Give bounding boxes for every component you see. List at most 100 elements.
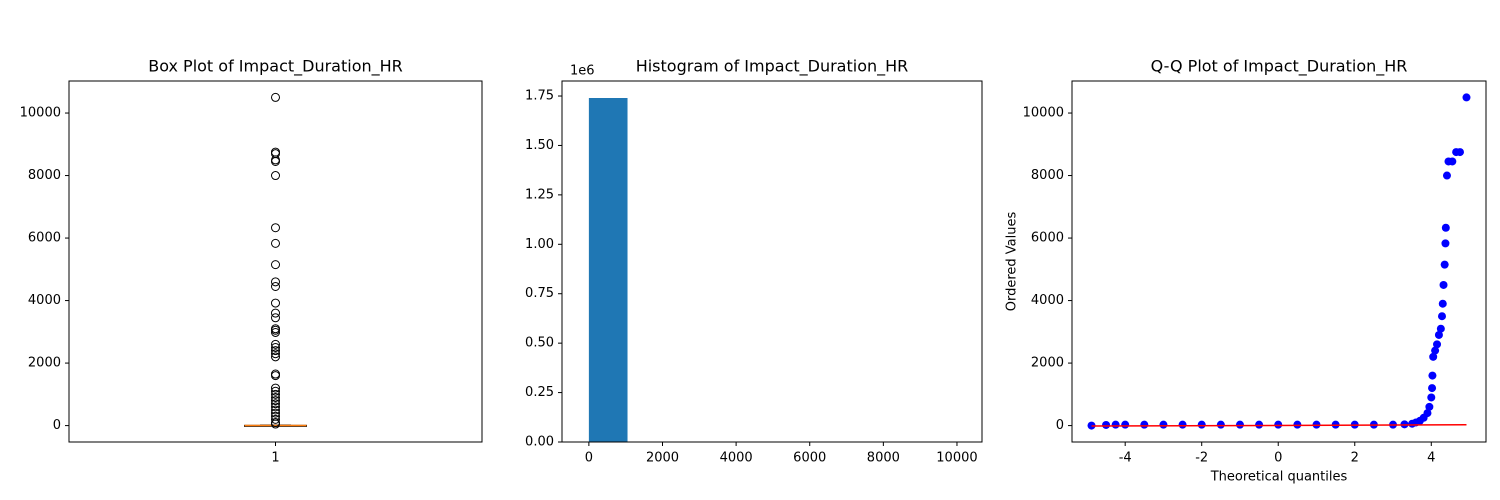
x-tick-label: 2000 [646, 451, 679, 466]
point [1437, 312, 1446, 321]
point [1462, 93, 1471, 102]
y-axis-label: Ordered Values [1005, 212, 1020, 312]
outlier [271, 352, 280, 362]
point [1255, 420, 1264, 429]
y-tick-label: 4000 [1031, 293, 1064, 308]
outlier [271, 339, 280, 349]
x-tick-label: 2 [1351, 451, 1359, 466]
subplot-title: Histogram of Impact_Duration_HR [636, 57, 909, 77]
point [1433, 340, 1442, 349]
y-tick-label: 10000 [20, 106, 61, 121]
point [1441, 239, 1450, 248]
axes-frame [68, 80, 483, 443]
outlier [271, 389, 280, 399]
outlier [271, 223, 280, 233]
x-tick-label: 8000 [867, 451, 900, 466]
y-tick-label: 6000 [28, 231, 61, 246]
y-tick-label: 4000 [28, 293, 61, 308]
outlier [271, 396, 280, 406]
point [1427, 393, 1436, 402]
outlier [271, 308, 280, 318]
outlier [271, 313, 280, 323]
x-tick-label: 6000 [793, 451, 826, 466]
y-tick-label: 0 [1056, 418, 1064, 433]
outlier [271, 392, 280, 402]
outlier [271, 238, 280, 248]
axes-frame [561, 80, 983, 443]
outlier [271, 282, 280, 292]
y-tick-label: 1.00 [525, 237, 554, 252]
y-tick-label: 8000 [28, 168, 61, 183]
point [1197, 420, 1206, 429]
y-tick-label: 1.75 [525, 89, 554, 104]
point [1441, 223, 1450, 232]
outlier [271, 405, 280, 415]
outlier [271, 408, 280, 418]
axes-frame [1071, 80, 1487, 443]
fit-line [1091, 424, 1467, 427]
point [1438, 299, 1447, 308]
point [1140, 420, 1149, 429]
point [1428, 384, 1437, 393]
y-tick-label: 0.50 [525, 336, 554, 351]
point [1111, 420, 1120, 429]
outlier [271, 383, 280, 393]
y-tick-label: 0.25 [525, 385, 554, 400]
outlier [271, 386, 280, 396]
outlier [271, 399, 280, 409]
subplot-title: Box Plot of Impact_Duration_HR [148, 57, 403, 77]
outlier [271, 371, 280, 381]
outlier [271, 414, 280, 424]
outlier [271, 402, 280, 412]
point [1216, 420, 1225, 429]
x-tick-label: 0 [585, 451, 593, 466]
point [1235, 420, 1244, 429]
y-tick-label: 6000 [1031, 231, 1064, 246]
subplot-title: Q-Q Plot of Impact_Duration_HR [1151, 57, 1408, 77]
y-tick-label: 0.75 [525, 286, 554, 301]
outlier [271, 171, 280, 181]
outlier [271, 156, 280, 166]
y-tick-label: 1.25 [525, 187, 554, 202]
x-tick-label: 0 [1274, 451, 1282, 466]
outlier [271, 419, 280, 429]
point [1448, 157, 1457, 166]
point [1434, 330, 1443, 339]
x-tick-label: -2 [1195, 451, 1208, 466]
x-tick-label: 4000 [720, 451, 753, 466]
point [1442, 171, 1451, 180]
y-tick-label: 2000 [28, 356, 61, 371]
point [1121, 420, 1130, 429]
x-tick-label: 10000 [936, 451, 977, 466]
x-tick-label: 1 [271, 451, 279, 466]
point [1440, 260, 1449, 269]
outlier [271, 349, 280, 359]
y-tick-label: 1.50 [525, 138, 554, 153]
point [1429, 352, 1438, 361]
y-tick-label: 0 [53, 418, 61, 433]
point [1425, 402, 1434, 411]
point [1423, 409, 1432, 418]
point [1439, 280, 1448, 289]
x-axis-label: Theoretical quantiles [1210, 470, 1348, 485]
outlier [271, 92, 280, 102]
y-tick-label: 8000 [1031, 168, 1064, 183]
y-tick-label: 2000 [1031, 356, 1064, 371]
point [1274, 420, 1283, 429]
outlier [271, 277, 280, 287]
outlier [271, 346, 280, 356]
point [1428, 371, 1437, 380]
outlier [271, 325, 280, 335]
outlier [271, 327, 280, 337]
bar [588, 98, 628, 442]
outlier [271, 342, 280, 352]
outlier [271, 298, 280, 308]
point [1178, 420, 1187, 429]
point [1102, 420, 1111, 429]
outlier [271, 260, 280, 270]
y-tick-label: 0.00 [525, 435, 554, 450]
offset-text: 1e6 [570, 64, 595, 79]
x-tick-label: -4 [1119, 451, 1132, 466]
point [1455, 148, 1464, 157]
